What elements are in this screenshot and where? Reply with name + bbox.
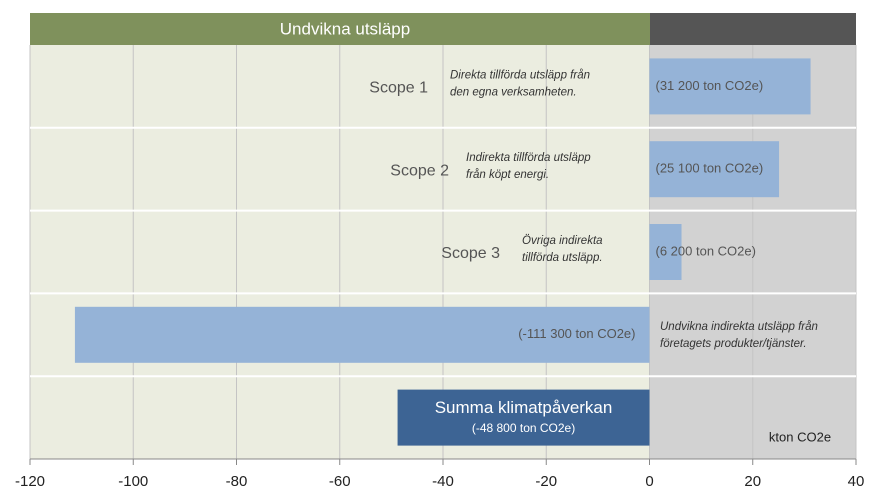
x-tick-label: -100: [118, 473, 148, 490]
header-label: Undvikna utsläpp: [280, 19, 410, 38]
axis-label: kton CO2e: [769, 429, 831, 444]
value-label: (-111 300 ton CO2e): [518, 326, 635, 341]
bar-category-label: Summa klimatpåverkan: [435, 398, 613, 417]
bar: [74, 306, 650, 363]
bar: [397, 389, 650, 446]
header-band-dark: [650, 13, 856, 45]
annotation: Undvikna indirekta utsläpp från: [660, 321, 818, 333]
x-tick-label: -60: [329, 473, 351, 490]
value-label: (6 200 ton CO2e): [656, 243, 756, 258]
value-label: (25 100 ton CO2e): [656, 161, 764, 176]
annotation: Övriga indirekta: [522, 235, 603, 247]
annotation: den egna verksamheten.: [450, 86, 577, 98]
x-tick-label: -40: [432, 473, 454, 490]
bar: [649, 58, 811, 115]
x-tick-label: -80: [226, 473, 248, 490]
bar: [649, 141, 780, 198]
annotation: företagets produkter/tjänster.: [660, 338, 807, 350]
annotation: Direkta tillförda utsläpp från: [450, 69, 590, 81]
category-label: Scope 1: [369, 80, 428, 97]
value-label: (-48 800 ton CO2e): [472, 421, 575, 435]
x-tick-label: -20: [535, 473, 557, 490]
value-label: (31 200 ton CO2e): [656, 78, 764, 93]
header-band: [30, 13, 650, 45]
category-label: Scope 2: [390, 162, 449, 179]
x-tick-label: 0: [645, 473, 653, 490]
annotation: Indirekta tillförda utsläpp: [466, 152, 591, 164]
x-tick-label: -120: [15, 473, 45, 490]
annotation: från köpt energi.: [466, 169, 549, 181]
x-tick-label: 40: [848, 473, 865, 490]
x-tick-label: 20: [744, 473, 761, 490]
category-label: Scope 3: [441, 245, 500, 262]
annotation: tillförda utsläpp.: [522, 252, 603, 264]
bar: [649, 224, 682, 280]
